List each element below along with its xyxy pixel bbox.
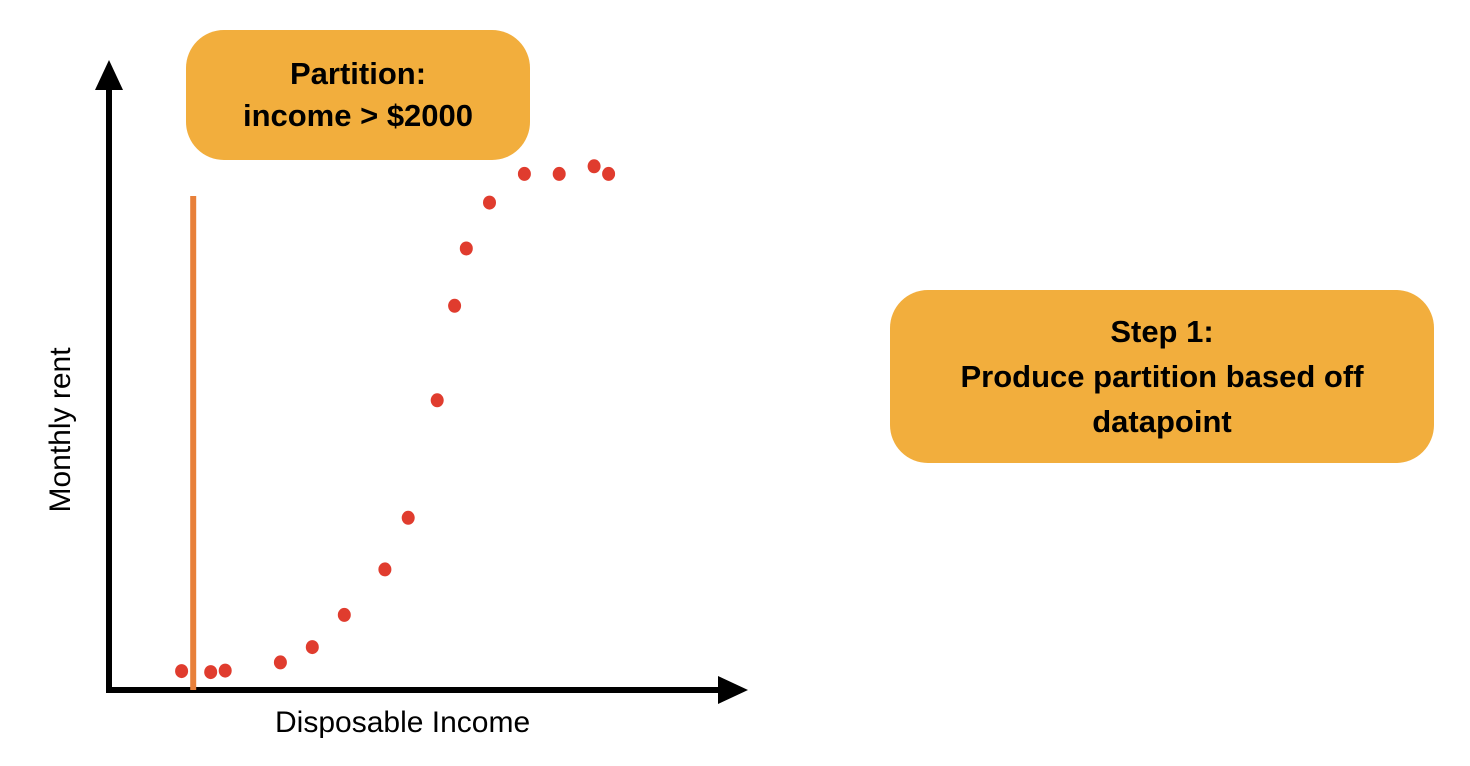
data-point-4 xyxy=(273,655,287,670)
step-callout: Step 1: Produce partition based off data… xyxy=(890,290,1434,463)
axes xyxy=(95,60,748,704)
data-point-8 xyxy=(401,510,415,525)
y-axis-arrowhead xyxy=(95,60,123,90)
partition-callout-title: Partition: xyxy=(289,56,427,91)
data-point-9 xyxy=(430,393,444,408)
x-axis-arrowhead xyxy=(718,676,748,704)
x-axis-label: Disposable Income xyxy=(275,706,531,739)
partition-callout-condition: income > $2000 xyxy=(242,98,474,133)
data-point-11 xyxy=(459,241,473,256)
data-point-10 xyxy=(448,298,462,313)
data-point-1 xyxy=(175,664,189,679)
data-point-2 xyxy=(204,665,218,680)
step-callout-text-line1: Produce partition based off xyxy=(960,359,1364,394)
step-callout-title: Step 1: xyxy=(1110,314,1214,349)
data-point-6 xyxy=(337,607,351,622)
data-points xyxy=(175,159,616,680)
y-axis-label: Monthly rent xyxy=(44,347,77,513)
data-point-15 xyxy=(587,159,601,174)
partition-callout: Partition: income > $2000 xyxy=(186,30,530,160)
step-callout-text-line2: datapoint xyxy=(1092,404,1232,439)
data-point-14 xyxy=(552,166,566,181)
data-point-13 xyxy=(517,166,531,181)
data-point-16 xyxy=(602,166,616,181)
data-point-3 xyxy=(218,663,232,678)
data-point-5 xyxy=(305,640,319,655)
data-point-12 xyxy=(483,195,496,210)
data-point-7 xyxy=(378,562,392,577)
